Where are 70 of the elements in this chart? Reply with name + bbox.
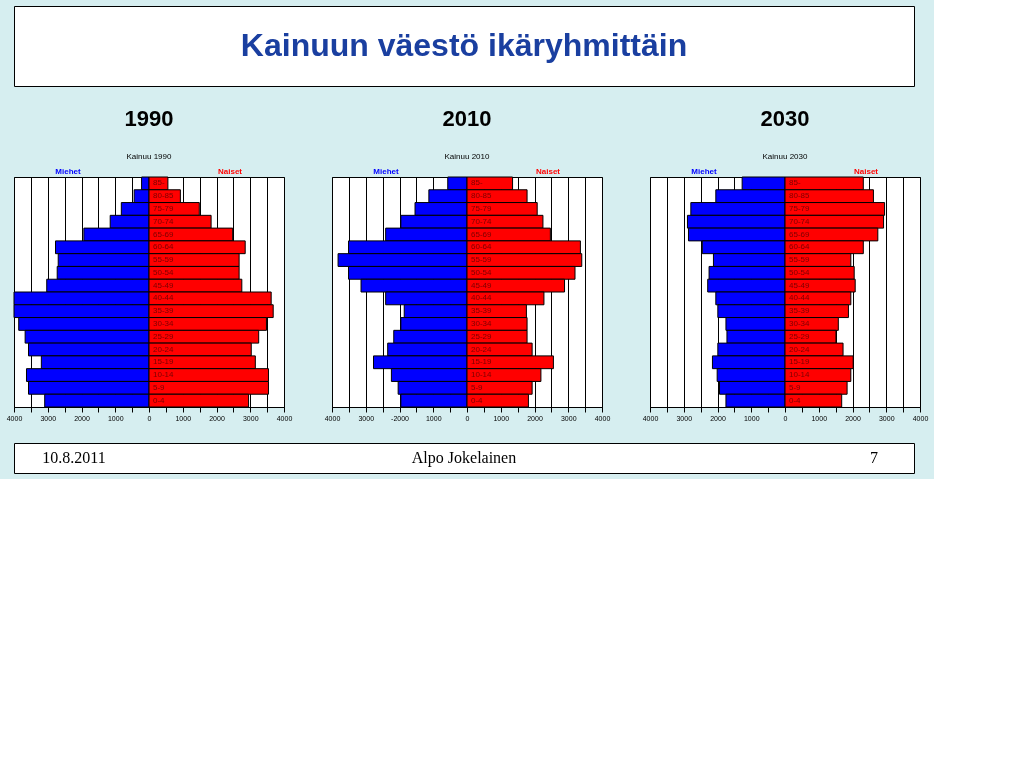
y-tick-label: 40-44 xyxy=(789,293,811,303)
y-tick-label: 80-85 xyxy=(153,191,175,201)
text: Alpo Jokelainen xyxy=(411,449,517,467)
y-tick-label: 10-14 xyxy=(789,370,811,380)
y-tick-label: 35-39 xyxy=(789,306,811,316)
chart-title: 2030 xyxy=(760,106,810,131)
y-tick-label: 45-49 xyxy=(789,280,811,290)
text: Miehet xyxy=(373,167,399,176)
y-tick-label: 0-4 xyxy=(153,395,166,405)
y-tick-label: 40-44 xyxy=(153,293,175,303)
chart-subtitle: Kainuu 2030 xyxy=(762,152,809,161)
y-tick-label: 40-44 xyxy=(471,293,493,303)
y-tick-label: 50-54 xyxy=(471,267,493,277)
y-tick-label: 5-9 xyxy=(471,382,484,392)
y-tick-label: 60-64 xyxy=(153,242,175,252)
text: Naiset xyxy=(535,167,561,176)
text: 10.8.2011 xyxy=(42,449,106,466)
y-tick-label: 60-64 xyxy=(471,242,493,252)
y-tick-label: 55-59 xyxy=(789,255,811,265)
chart-title: 1990 xyxy=(124,106,174,131)
series-label: Naiset xyxy=(853,167,879,176)
y-tick-label: 75-79 xyxy=(789,203,811,213)
text: 7 xyxy=(870,449,878,466)
chart-title: 2010 xyxy=(442,106,492,131)
y-tick-label: 50-54 xyxy=(153,267,175,277)
series-label: Miehet xyxy=(691,167,717,176)
y-tick-label: 0-4 xyxy=(789,395,802,405)
y-tick-label: 0-4 xyxy=(471,395,484,405)
y-tick-label: 45-49 xyxy=(471,280,493,290)
y-tick-label: 55-59 xyxy=(471,255,493,265)
y-tick-label: 80-85 xyxy=(471,191,493,201)
y-tick-label: 70-74 xyxy=(153,216,175,226)
y-tick-label: 25-29 xyxy=(471,331,493,341)
y-tick-label: 25-29 xyxy=(153,331,175,341)
y-tick-label: 5-9 xyxy=(789,382,802,392)
y-tick-label: 45-49 xyxy=(153,280,175,290)
y-tick-label: 30-34 xyxy=(153,318,175,328)
y-tick-label: 65-69 xyxy=(153,229,175,239)
y-tick-label: 15-19 xyxy=(789,357,811,367)
y-tick-label: 85- xyxy=(789,178,801,188)
text: Kainuun väestö ikäryhmittäin xyxy=(240,27,688,63)
y-tick-label: 75-79 xyxy=(153,203,175,213)
y-tick-label: 60-64 xyxy=(789,242,811,252)
y-tick-label: 20-24 xyxy=(471,344,493,354)
y-tick-label: 75-79 xyxy=(471,203,493,213)
y-tick-label: 25-29 xyxy=(789,331,811,341)
y-tick-label: 65-69 xyxy=(471,229,493,239)
y-tick-label: 65-69 xyxy=(789,229,811,239)
y-tick-label: 70-74 xyxy=(471,216,493,226)
y-tick-label: 50-54 xyxy=(789,267,811,277)
y-tick-label: 20-24 xyxy=(789,344,811,354)
chart-subtitle: Kainuu 1990 xyxy=(126,152,173,161)
y-tick-label: 55-59 xyxy=(153,255,175,265)
y-tick-label: 85- xyxy=(471,178,483,188)
y-tick-label: 70-74 xyxy=(789,216,811,226)
y-tick-label: 35-39 xyxy=(471,306,493,316)
y-tick-label: 85- xyxy=(153,178,165,188)
text: Naiset xyxy=(217,167,243,176)
y-tick-label: 30-34 xyxy=(471,318,493,328)
y-tick-label: 80-85 xyxy=(789,191,811,201)
y-tick-label: 30-34 xyxy=(789,318,811,328)
y-tick-label: 15-19 xyxy=(153,357,175,367)
y-tick-label: 10-14 xyxy=(471,370,493,380)
chart-subtitle: Kainuu 2010 xyxy=(444,152,491,161)
y-tick-label: 5-9 xyxy=(153,382,166,392)
y-tick-label: 15-19 xyxy=(471,357,493,367)
y-tick-label: 35-39 xyxy=(153,306,175,316)
y-tick-label: 20-24 xyxy=(153,344,175,354)
text: Miehet xyxy=(55,167,81,176)
y-tick-label: 10-14 xyxy=(153,370,175,380)
